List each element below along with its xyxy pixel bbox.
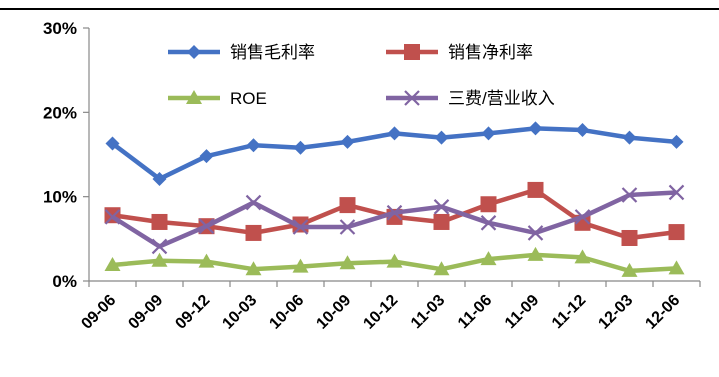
data-point-expense-ratio — [151, 238, 168, 255]
legend-marker — [404, 44, 420, 60]
x-tick-label: 10-12 — [360, 292, 401, 333]
data-point-gross-margin — [293, 140, 308, 155]
data-point-roe — [386, 253, 403, 268]
data-point-gross-margin — [199, 149, 214, 164]
data-point-gross-margin — [481, 126, 496, 141]
x-tick-label: 10-06 — [266, 292, 307, 333]
data-point-gross-margin — [105, 136, 120, 151]
data-point-roe — [621, 262, 638, 277]
data-point-expense-ratio — [527, 225, 544, 241]
data-point-gross-margin — [246, 138, 261, 153]
data-point-gross-margin — [340, 134, 355, 149]
data-point-expense-ratio — [574, 209, 591, 225]
y-tick-label: 20% — [43, 103, 77, 122]
x-tick-label: 10-03 — [219, 292, 260, 333]
data-point-gross-margin — [387, 126, 402, 141]
legend-label: ROE — [230, 89, 267, 108]
data-point-roe — [574, 249, 591, 264]
data-point-gross-margin — [528, 121, 543, 136]
data-point-expense-ratio — [668, 184, 685, 201]
x-tick-label: 11-12 — [549, 292, 589, 332]
data-point-expense-ratio — [386, 204, 403, 221]
x-tick-label: 11-06 — [455, 292, 495, 332]
legend-item-expense-ratio: 三费/营业收入 — [386, 89, 555, 108]
data-point-gross-margin — [152, 171, 167, 186]
legend-label: 销售净利率 — [448, 43, 533, 62]
data-point-expense-ratio — [480, 215, 497, 231]
data-point-roe — [433, 261, 450, 276]
x-tick-label: 12-06 — [642, 292, 683, 333]
data-point-roe — [668, 260, 685, 275]
data-point-expense-ratio — [621, 187, 638, 203]
y-tick-label: 10% — [43, 188, 77, 207]
legend-item-net-margin: 销售净利率 — [386, 43, 533, 62]
data-point-net-margin — [245, 224, 262, 241]
x-tick-label: 09-09 — [125, 292, 166, 333]
x-tick-label: 09-06 — [78, 292, 119, 333]
data-point-net-margin — [668, 224, 685, 241]
data-point-net-margin — [527, 181, 544, 198]
data-point-net-margin — [151, 213, 168, 230]
y-tick-label: 0% — [52, 272, 77, 291]
x-tick-label: 09-12 — [172, 292, 213, 333]
data-point-expense-ratio — [245, 194, 262, 211]
data-point-gross-margin — [434, 130, 449, 145]
data-point-expense-ratio — [292, 219, 309, 235]
data-point-roe — [480, 251, 497, 266]
data-point-gross-margin — [575, 123, 590, 138]
data-point-expense-ratio — [198, 218, 215, 234]
data-point-roe — [339, 255, 356, 270]
data-point-expense-ratio — [104, 209, 121, 225]
data-point-roe — [104, 256, 121, 271]
data-point-roe — [292, 258, 309, 273]
legend-label: 销售毛利率 — [230, 43, 315, 62]
data-point-gross-margin — [669, 134, 684, 149]
legend-label: 三费/营业收入 — [448, 89, 555, 108]
x-tick-label: 12-03 — [595, 292, 636, 333]
data-point-roe — [245, 261, 262, 276]
legend-item-gross-margin: 销售毛利率 — [168, 43, 315, 62]
legend-item-roe: ROE — [168, 89, 267, 108]
legend-marker — [186, 90, 202, 104]
x-tick-label: 11-03 — [408, 292, 448, 332]
data-point-roe — [198, 253, 215, 268]
data-point-net-margin — [433, 213, 450, 230]
data-point-net-margin — [339, 197, 356, 214]
data-point-net-margin — [621, 229, 638, 246]
x-tick-label: 11-09 — [502, 292, 542, 332]
legend-marker — [404, 90, 420, 106]
data-point-roe — [527, 246, 544, 261]
x-tick-label: 10-09 — [313, 292, 354, 333]
legend-marker — [187, 45, 201, 59]
data-point-expense-ratio — [433, 199, 450, 215]
data-point-roe — [151, 252, 168, 267]
data-point-expense-ratio — [339, 219, 356, 235]
data-point-gross-margin — [622, 130, 637, 145]
y-tick-label: 30% — [43, 19, 77, 38]
data-point-net-margin — [480, 196, 497, 213]
